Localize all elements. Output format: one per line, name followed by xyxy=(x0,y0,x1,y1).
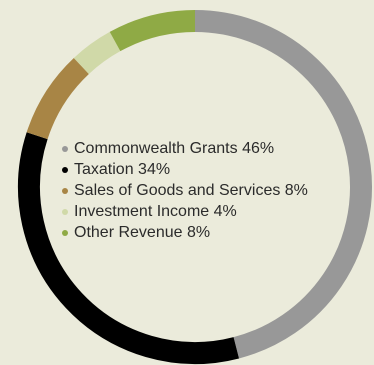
donut-slice-sales-goods-services xyxy=(26,57,90,140)
legend-item-taxation: Taxation 34% xyxy=(62,159,308,180)
legend-label-taxation: Taxation 34% xyxy=(74,160,171,178)
donut-slice-investment-income xyxy=(73,31,121,75)
chart-legend: Commonwealth Grants 46% Taxation 34% Sal… xyxy=(62,138,308,243)
donut-slice-commonwealth-grants xyxy=(194,10,372,359)
legend-item-other-revenue: Other Revenue 8% xyxy=(62,222,308,243)
legend-label-other-revenue: Other Revenue 8% xyxy=(74,223,211,241)
donut-slice-other-revenue xyxy=(109,10,196,52)
legend-swatch-investment-income xyxy=(62,208,68,215)
legend-swatch-commonwealth-grants xyxy=(62,145,68,152)
donut-slice-taxation xyxy=(18,132,240,364)
legend-label-commonwealth-grants: Commonwealth Grants 46% xyxy=(74,139,275,157)
legend-item-investment-income: Investment Income 4% xyxy=(62,201,308,222)
legend-swatch-other-revenue xyxy=(62,229,68,236)
legend-item-sales-goods-services: Sales of Goods and Services 8% xyxy=(62,180,308,201)
legend-swatch-sales-goods-services xyxy=(62,187,68,194)
legend-swatch-taxation xyxy=(62,166,68,173)
legend-item-commonwealth-grants: Commonwealth Grants 46% xyxy=(62,138,308,159)
legend-label-investment-income: Investment Income 4% xyxy=(74,202,237,220)
legend-label-sales-goods-services: Sales of Goods and Services 8% xyxy=(74,181,308,199)
